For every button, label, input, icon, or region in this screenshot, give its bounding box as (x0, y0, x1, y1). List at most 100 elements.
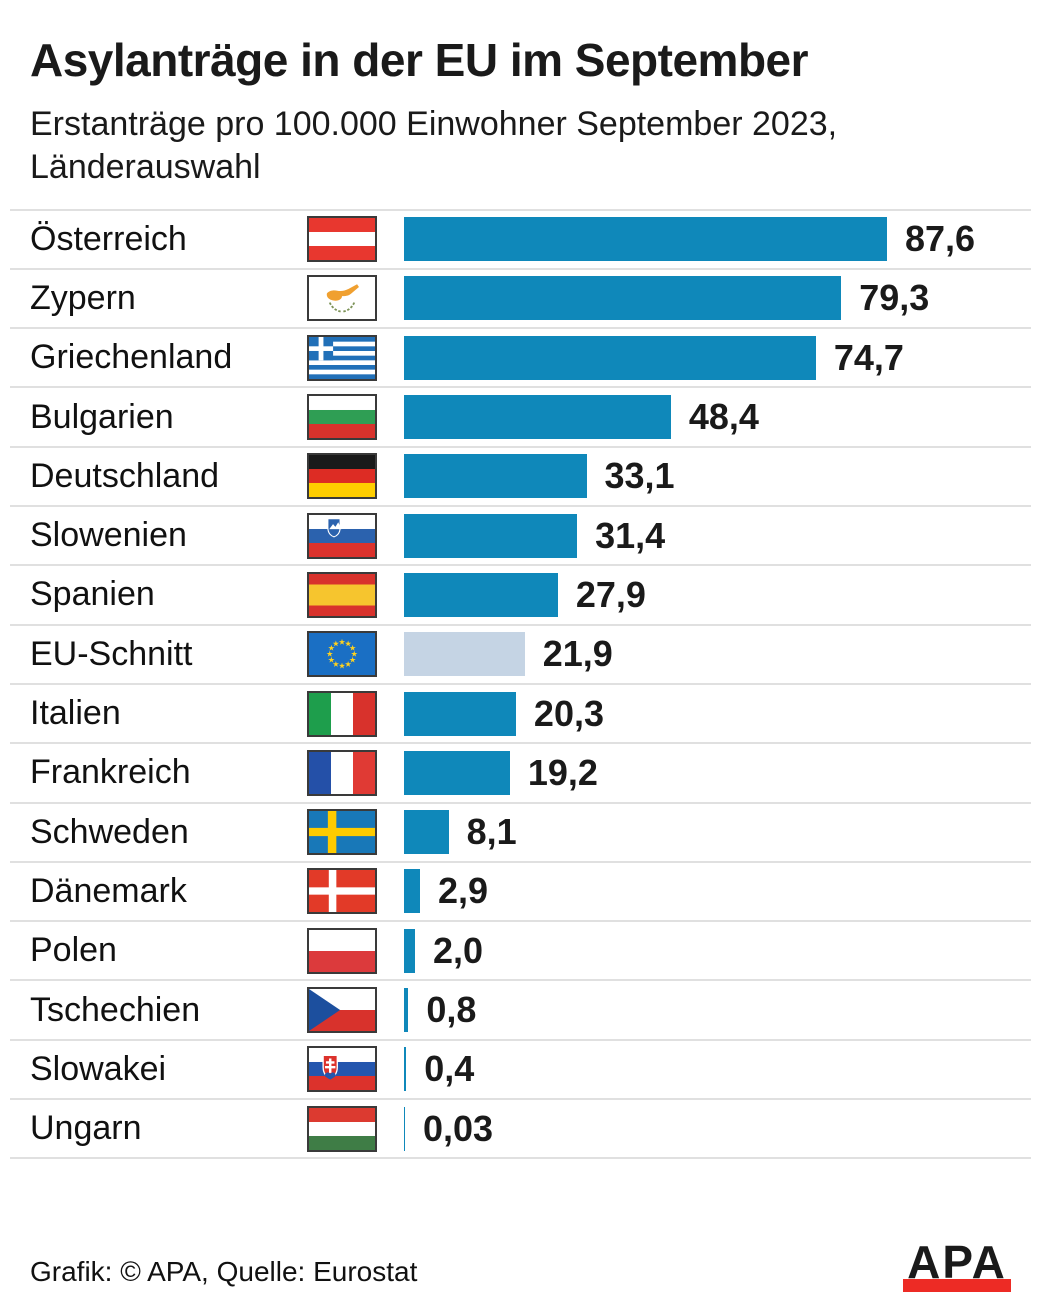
value-label: 21,9 (542, 633, 613, 675)
value-bar (404, 217, 887, 262)
value-label: 48,4 (688, 396, 759, 438)
spain-flag-icon (307, 571, 377, 618)
poland-flag-icon (307, 927, 377, 974)
chart-row: Frankreich 19,2 (10, 742, 1031, 801)
value-label: 2,9 (437, 870, 489, 912)
bar-area: 31,4 (404, 513, 1031, 558)
value-bar (404, 750, 510, 795)
country-label: Schweden (30, 812, 189, 851)
page-title: Asylanträge in der EU im September (30, 34, 809, 86)
bar-area: 0,8 (404, 988, 1031, 1033)
country-label: Ungarn (30, 1109, 142, 1148)
value-bar (404, 810, 449, 855)
value-label: 19,2 (527, 751, 598, 793)
value-label: 0,8 (426, 989, 477, 1031)
country-label: Griechenland (30, 338, 233, 377)
value-label: 20,3 (533, 692, 604, 734)
value-label: 87,6 (905, 218, 976, 260)
chart-row: Tschechien 0,8 (10, 979, 1031, 1038)
page-subtitle: Erstanträge pro 100.000 Einwohner Septem… (30, 104, 838, 186)
value-label: 33,1 (604, 455, 675, 497)
infographic-page: Asylanträge in der EU im September Ersta… (0, 34, 1041, 1310)
eu-flag-icon (307, 631, 377, 678)
footer: Grafik: © APA, Quelle: Eurostat APA (30, 1238, 1011, 1292)
cyprus-flag-icon (307, 275, 377, 322)
value-label: 27,9 (575, 573, 646, 615)
value-label: 0,4 (424, 1048, 475, 1090)
bar-area: 27,9 (404, 572, 1031, 617)
chart-row: Polen 2,0 (10, 920, 1031, 979)
value-label: 31,4 (595, 514, 666, 556)
value-label: 79,3 (859, 277, 930, 319)
bar-area: 48,4 (404, 395, 1031, 440)
value-label: 74,7 (833, 336, 904, 378)
value-label: 2,0 (433, 929, 484, 971)
country-label: Tschechien (30, 990, 201, 1029)
country-label: Zypern (30, 278, 136, 317)
bar-area: 20,3 (404, 691, 1031, 736)
bar-area: 79,3 (404, 276, 1031, 321)
country-label: Frankreich (30, 753, 191, 792)
country-label: Slowenien (30, 516, 187, 555)
chart-row: Dänemark 2,9 (10, 860, 1031, 920)
bar-area: 19,2 (404, 750, 1031, 795)
value-label: 0,03 (423, 1107, 494, 1149)
chart-row: Schweden 8,1 (10, 801, 1031, 861)
slovenia-flag-icon (307, 512, 377, 559)
austria-flag-icon (307, 216, 377, 263)
bar-area: 8,1 (404, 810, 1031, 855)
czech-republic-flag-icon (307, 987, 377, 1034)
value-bar (404, 513, 578, 558)
chart-row: EU-Schnitt 21,9 (10, 623, 1031, 683)
country-label: Österreich (30, 219, 187, 258)
bar-area: 0,4 (404, 1047, 1031, 1092)
value-bar (404, 869, 420, 914)
apa-logo: APA (903, 1238, 1011, 1292)
value-bar (404, 395, 671, 440)
bulgaria-flag-icon (307, 394, 377, 441)
greece-flag-icon (307, 334, 377, 381)
italy-flag-icon (307, 690, 377, 737)
country-label: Bulgarien (30, 397, 174, 436)
bar-area: 87,6 (404, 217, 1031, 262)
chart-row: Italien 20,3 (10, 682, 1031, 742)
country-label: Slowakei (30, 1049, 167, 1088)
hungary-flag-icon (307, 1105, 377, 1152)
bar-area: 74,7 (404, 335, 1031, 380)
value-bar (404, 276, 842, 321)
value-bar (404, 572, 558, 617)
value-bar (404, 1047, 407, 1092)
germany-flag-icon (307, 453, 377, 500)
slovakia-flag-icon (307, 1046, 377, 1093)
chart-row: Slowenien 31,4 (10, 505, 1031, 564)
value-bar (404, 1106, 405, 1151)
bar-area: 21,9 (404, 632, 1031, 677)
country-label: Deutschland (30, 456, 220, 495)
bar-area: 33,1 (404, 454, 1031, 499)
country-label: Dänemark (30, 871, 187, 910)
value-bar (404, 335, 816, 380)
bar-area: 2,9 (404, 869, 1031, 914)
sweden-flag-icon (307, 809, 377, 856)
chart-row: Zypern 79,3 (10, 267, 1031, 327)
chart-row: Slowakei 0,4 (10, 1038, 1031, 1098)
chart-row: Österreich 87,6 (10, 208, 1031, 268)
value-bar (404, 988, 409, 1033)
value-bar (404, 632, 525, 677)
france-flag-icon (307, 749, 377, 796)
value-bar (404, 454, 587, 499)
chart-row: Deutschland 33,1 (10, 445, 1031, 505)
chart-row: Griechenland 74,7 (10, 327, 1031, 386)
chart-row: Bulgarien 48,4 (10, 386, 1031, 445)
country-label: EU-Schnitt (30, 634, 193, 673)
value-bar (404, 928, 416, 973)
country-label: Polen (30, 931, 117, 970)
bar-area: 2,0 (404, 928, 1031, 973)
denmark-flag-icon (307, 868, 377, 915)
country-label: Spanien (30, 575, 155, 614)
chart-row: Ungarn 0,03 (10, 1098, 1031, 1157)
asylum-bar-chart: Österreich 87,6 Zypern 79,3 Griechenland… (10, 208, 1031, 1160)
credit-line: Grafik: © APA, Quelle: Eurostat (30, 1256, 418, 1287)
bar-area: 0,03 (404, 1106, 1031, 1151)
value-bar (404, 691, 516, 736)
